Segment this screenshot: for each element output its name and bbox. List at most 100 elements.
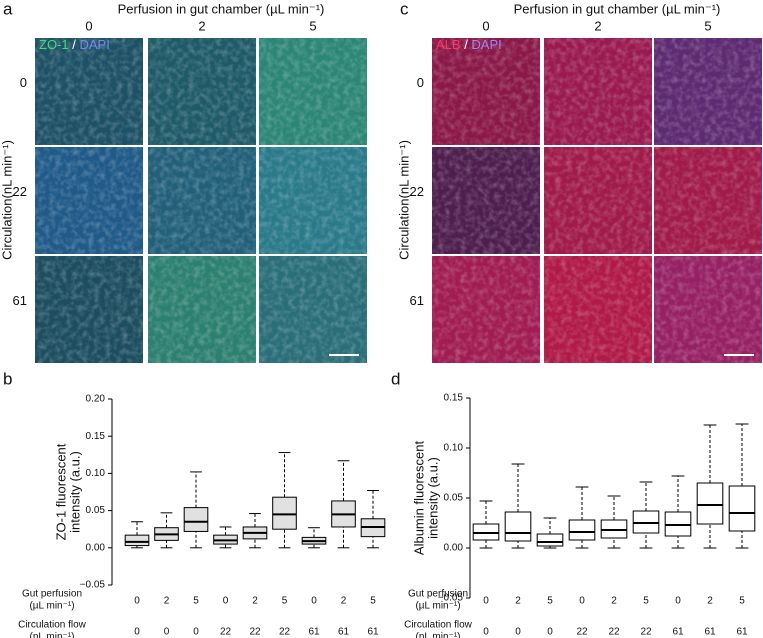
y-tick-label: 0.00 — [444, 543, 464, 554]
x-tick-label: 5 — [193, 596, 199, 607]
micrograph-texture — [148, 147, 256, 254]
micrograph-texture — [544, 38, 652, 145]
column-label: 2 — [594, 18, 601, 33]
micrograph-texture — [432, 38, 540, 145]
column-label: 0 — [85, 18, 92, 33]
box-outline — [728, 485, 756, 532]
y-tick-label: −0.05 — [438, 593, 464, 604]
box-outline — [272, 496, 297, 530]
box-outline — [568, 519, 596, 541]
box — [124, 534, 150, 546]
panel-letter: b — [3, 369, 12, 388]
x-tick-label: 5 — [643, 596, 649, 607]
y-tick-label: 0.20 — [86, 394, 106, 405]
x-tick-label: 0 — [579, 596, 585, 607]
x-tick-label: 2 — [707, 596, 713, 607]
micrograph-texture — [432, 256, 540, 363]
box-outline — [504, 511, 532, 542]
y-tick-label: 0.10 — [444, 443, 464, 454]
micrograph-texture — [544, 147, 652, 254]
x-row-label: Circulation flow — [18, 620, 87, 631]
micrograph-texture — [259, 256, 367, 363]
x-tick-label: 5 — [739, 596, 745, 607]
x-row-label: (nL min⁻¹) — [416, 632, 461, 638]
micrograph-texture — [654, 256, 762, 363]
x-tick-label: 0 — [164, 627, 170, 638]
x-tick-label: 0 — [483, 596, 489, 607]
x-tick-label: 61 — [308, 627, 320, 638]
x-tick-label: 5 — [282, 596, 288, 607]
y-axis-label: ZO-1 fluorescent — [53, 443, 68, 540]
micrograph-texture — [544, 256, 652, 363]
micrograph-texture — [35, 38, 143, 145]
x-row-label: Gut perfusion — [22, 589, 82, 600]
box — [728, 485, 756, 532]
stain-part: DAPI — [471, 37, 501, 52]
x-row-label: (nL min⁻¹) — [30, 632, 75, 638]
y-axis-label: Albumin fluorescent — [411, 441, 426, 556]
micrograph-texture — [259, 147, 367, 254]
y-axis-label: intensity (a.u.) — [67, 451, 82, 533]
y-tick-label: 0.15 — [86, 431, 106, 442]
x-tick-label: 5 — [547, 596, 553, 607]
row-title: Circulation(nL min⁻¹) — [396, 140, 411, 260]
x-tick-label: 22 — [640, 627, 652, 638]
row-label: 22 — [13, 184, 27, 199]
x-row-label: Gut perfusion — [408, 589, 468, 600]
row-label: 61 — [410, 293, 424, 308]
x-tick-label: 61 — [672, 627, 684, 638]
column-label: 2 — [198, 18, 205, 33]
x-tick-label: 61 — [338, 627, 350, 638]
x-row-label: (µL min⁻¹) — [29, 601, 74, 612]
stain-part: ALB — [436, 37, 461, 52]
x-tick-label: 0 — [223, 596, 229, 607]
y-tick-label: 0.05 — [444, 493, 464, 504]
box — [568, 519, 596, 541]
micrograph-texture — [148, 38, 256, 145]
x-tick-label: 61 — [367, 627, 379, 638]
x-tick-label: 61 — [736, 627, 748, 638]
stain-part: ZO-1 — [39, 37, 69, 52]
column-label: 5 — [309, 18, 316, 33]
panel-letter: c — [400, 0, 409, 18]
x-tick-label: 2 — [341, 596, 347, 607]
row-title: Circulation(nL min⁻¹) — [0, 140, 14, 260]
box — [183, 507, 209, 532]
x-row-label: Circulation flow — [404, 620, 473, 631]
x-tick-label: 0 — [515, 627, 521, 638]
x-tick-label: 22 — [249, 627, 261, 638]
y-tick-label: 0.10 — [86, 468, 106, 479]
x-tick-label: 61 — [704, 627, 716, 638]
x-tick-label: 0 — [134, 627, 140, 638]
x-tick-label: 0 — [134, 596, 140, 607]
panel-letter: d — [391, 369, 400, 388]
micrograph-texture — [35, 147, 143, 254]
micrograph-texture — [35, 256, 143, 363]
box — [536, 533, 564, 547]
y-tick-label: 0.15 — [444, 393, 464, 404]
x-tick-label: 22 — [576, 627, 588, 638]
x-tick-label: 2 — [611, 596, 617, 607]
x-tick-label: 0 — [483, 627, 489, 638]
box — [272, 496, 297, 530]
x-tick-label: 5 — [370, 596, 376, 607]
x-tick-label: 0 — [193, 627, 199, 638]
stain-part: DAPI — [79, 37, 109, 52]
column-label: 0 — [482, 18, 489, 33]
x-tick-label: 0 — [675, 596, 681, 607]
panel-title: Perfusion in gut chamber (µL min⁻¹) — [514, 1, 721, 16]
y-axis-label: intensity (a.u.) — [425, 457, 440, 539]
micrograph-texture — [654, 38, 762, 145]
box-outline — [696, 482, 724, 525]
x-tick-label: 22 — [220, 627, 232, 638]
x-tick-label: 0 — [547, 627, 553, 638]
micrograph-texture — [259, 38, 367, 145]
row-label: 0 — [20, 75, 27, 90]
stain-label: ALB / DAPI — [436, 37, 502, 52]
row-label: 0 — [417, 75, 424, 90]
x-tick-label: 22 — [279, 627, 291, 638]
y-tick-label: 0.00 — [86, 542, 106, 553]
stain-part: / — [461, 37, 472, 52]
micrograph-texture — [654, 147, 762, 254]
